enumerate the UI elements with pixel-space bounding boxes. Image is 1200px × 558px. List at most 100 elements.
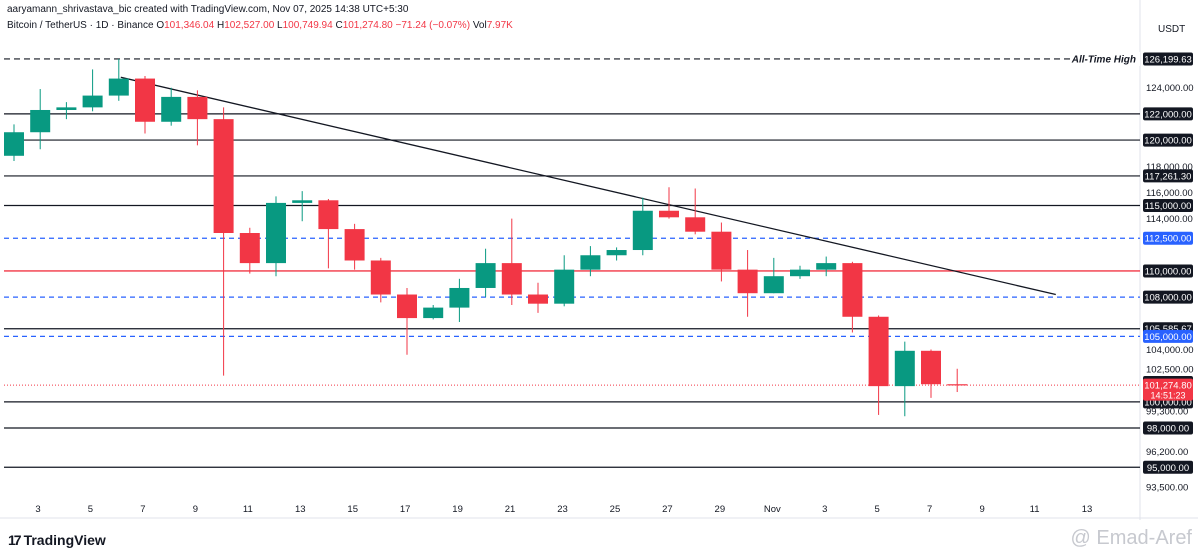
candle-body xyxy=(187,96,208,120)
y-tick-label: 93,500.00 xyxy=(1146,482,1188,493)
candle-body xyxy=(947,384,968,386)
x-tick-label: 7 xyxy=(140,504,145,515)
x-tick-label: 15 xyxy=(347,504,358,515)
trendline xyxy=(120,76,1056,296)
candle-body xyxy=(108,78,129,96)
x-tick-label: 13 xyxy=(295,504,306,515)
candle-body xyxy=(790,269,810,277)
chart-credit: aaryamann_shrivastava_bic created with T… xyxy=(7,4,409,15)
current-price-label: 101,274.80 xyxy=(1144,381,1192,392)
price-tag-bg xyxy=(1143,133,1193,147)
high-value: 102,527.00 xyxy=(224,20,275,31)
candle-body xyxy=(161,96,182,122)
price-tag-label: 105,585.67 xyxy=(1144,324,1192,335)
y-tick-label: 114,000.00 xyxy=(1146,214,1193,225)
time-axis: 3 5 7 9 11 13 15 17 19 21 23 25 27 29 Nov 3 5 7 9 11 13 xyxy=(35,504,1092,515)
candle-body xyxy=(397,294,417,319)
x-tick-label: 25 xyxy=(610,504,621,515)
candle-body xyxy=(318,200,339,230)
level-note-bg xyxy=(1072,51,1140,66)
price-tag-bg xyxy=(1143,264,1193,278)
price-tag-label: 122,000.00 xyxy=(1144,109,1192,120)
x-tick-label: 29 xyxy=(715,504,726,515)
level-note: All-Time High xyxy=(1071,54,1136,65)
price-tag-label: 126,199.63 xyxy=(1144,54,1192,65)
candle-body xyxy=(292,200,313,203)
x-tick-label: 5 xyxy=(88,504,93,515)
y-tick-label: 124,000.00 xyxy=(1146,83,1194,94)
x-tick-label: 27 xyxy=(662,504,673,515)
candle-body xyxy=(30,109,51,133)
change-value: −71.24 (−0.07%) xyxy=(395,20,471,31)
price-tag-label: 117,261.30 xyxy=(1145,171,1192,182)
tradingview-logo-text: TradingView xyxy=(23,532,106,548)
candle-body xyxy=(816,263,837,270)
x-tick-label: 3 xyxy=(822,504,827,515)
open-label: O xyxy=(156,20,165,31)
horizontal-levels: All-Time High xyxy=(4,51,1140,468)
x-tick-label: 5 xyxy=(875,504,880,515)
y-tick-label: 116,000.00 xyxy=(1146,188,1193,199)
price-tag-bg xyxy=(1143,107,1193,121)
candle-body xyxy=(842,263,863,317)
open-value: 101,346.04 xyxy=(164,20,215,31)
price-tag-label: 100,000.00 xyxy=(1144,397,1192,408)
trendline-layer xyxy=(120,76,1056,296)
price-tag-label: 98,000.00 xyxy=(1147,424,1189,435)
close-label: C xyxy=(335,20,343,31)
price-tags: 126,199.63 122,000.00 120,000.00 117,261.30… xyxy=(1143,52,1193,474)
candle-body xyxy=(213,119,234,234)
price-tag-bg xyxy=(1143,169,1193,183)
candle-body xyxy=(423,307,444,319)
chart-grid xyxy=(0,0,1198,520)
candle-body xyxy=(554,269,575,304)
candle-body xyxy=(475,263,496,288)
price-tag-label: 105,000.00 xyxy=(1144,332,1192,343)
candle-body xyxy=(659,210,679,218)
currency-label: USDT xyxy=(1158,24,1185,35)
current-price-tag-bg xyxy=(1143,378,1193,401)
candle-body xyxy=(56,107,77,110)
candle-body xyxy=(685,217,706,232)
x-tick-label: 11 xyxy=(243,504,253,515)
candle-body xyxy=(370,260,391,295)
y-tick-label: 104,000.00 xyxy=(1146,345,1194,356)
vol-label: Vol xyxy=(472,20,487,31)
watermark: @ Emad-Aref xyxy=(1070,527,1192,549)
x-tick-label: 11 xyxy=(1030,504,1040,515)
x-tick-label: 17 xyxy=(400,504,411,515)
high-label: H xyxy=(216,20,225,31)
countdown-label: 14:51:23 xyxy=(1150,391,1185,401)
price-tag-label: 95,000.00 xyxy=(1147,463,1189,474)
candle-body xyxy=(894,350,915,387)
candle-body xyxy=(632,210,653,251)
price-tag-bg xyxy=(1143,52,1193,66)
x-tick-label: 9 xyxy=(979,504,984,515)
price-tag-label: 112,500.00 xyxy=(1145,234,1192,245)
candle-body xyxy=(239,233,260,264)
x-tick-label: 3 xyxy=(35,504,40,515)
price-tag-label: 110,000.00 xyxy=(1145,266,1192,277)
x-tick-label: 13 xyxy=(1082,504,1093,515)
price-tag-bg xyxy=(1143,421,1193,435)
price-tag-bg xyxy=(1143,460,1193,474)
candle-body xyxy=(921,350,941,385)
y-tick-label: 99,300.00 xyxy=(1146,407,1188,418)
candle-body xyxy=(528,294,548,304)
candle-body xyxy=(580,255,601,270)
x-tick-label: 7 xyxy=(927,504,932,515)
y-tick-label: 96,200.00 xyxy=(1146,447,1188,458)
candle-body xyxy=(501,263,522,295)
candle-body xyxy=(82,95,103,108)
candle-body xyxy=(868,316,889,387)
candles xyxy=(4,58,968,417)
symbol-name[interactable]: Bitcoin / TetherUS · 1D · Binance xyxy=(7,20,154,31)
tradingview-logo[interactable]: 17 TradingView xyxy=(8,532,106,548)
price-tag-label: 120,000.00 xyxy=(1144,136,1192,147)
candle-body xyxy=(344,229,365,261)
candle-body xyxy=(737,269,758,294)
candle-body xyxy=(266,202,286,264)
y-tick-label: 102,500.00 xyxy=(1146,365,1194,376)
close-value: 101,274.80 xyxy=(342,20,393,31)
